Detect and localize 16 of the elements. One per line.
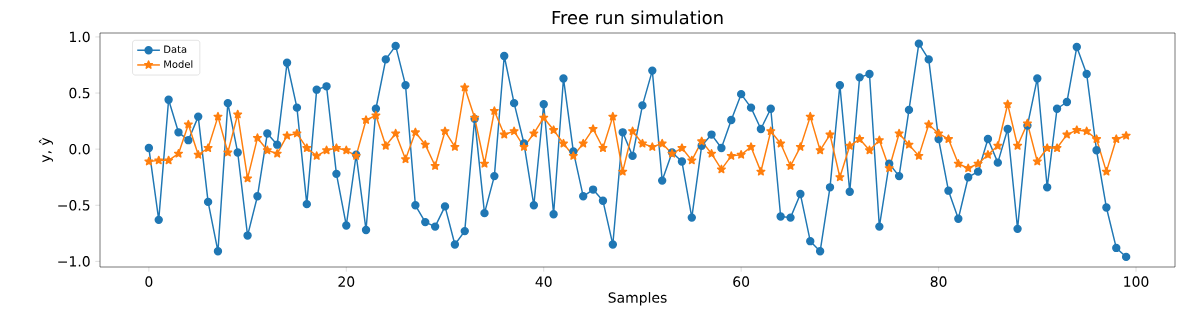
x-tick-label: 80 xyxy=(930,276,947,287)
legend-label: Model xyxy=(164,60,193,68)
y-tick-label: −1.0 xyxy=(58,256,90,267)
y-tick-label: −0.5 xyxy=(58,200,90,211)
x-tick-label: 0 xyxy=(145,276,153,287)
x-axis-title: Samples xyxy=(608,292,667,306)
x-tick-label: 40 xyxy=(535,276,552,287)
legend-label: Data xyxy=(164,45,187,54)
y-axis-title: y, ŷ xyxy=(38,137,53,163)
x-tick-label: 60 xyxy=(733,276,750,287)
x-tick-label: 100 xyxy=(1124,276,1149,287)
y-tick-label: 0.0 xyxy=(69,143,90,155)
y-tick-label: 1.0 xyxy=(69,31,90,43)
chart-title: Free run simulation xyxy=(552,10,723,25)
x-tick-label: 20 xyxy=(338,276,355,287)
y-tick-label: 0.5 xyxy=(69,87,90,99)
